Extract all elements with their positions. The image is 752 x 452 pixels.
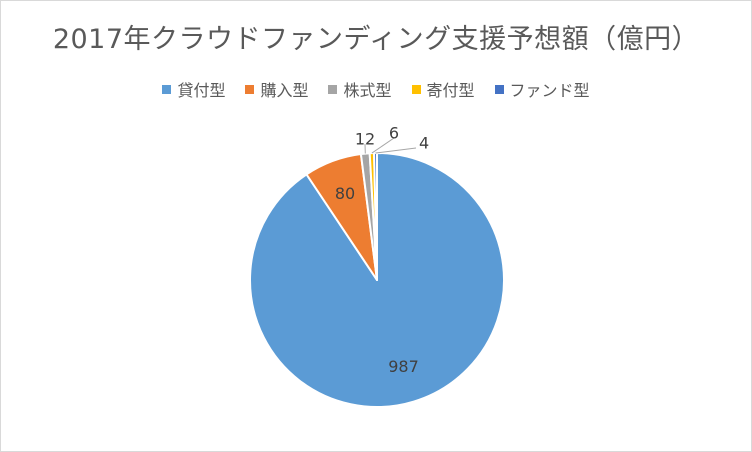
legend-swatch [245,84,255,94]
legend-label: 購入型 [260,81,309,100]
legend-label: 株式型 [343,81,392,100]
data-label: 80 [335,184,355,203]
legend-swatch [411,84,421,94]
legend-item: 寄付型 [411,77,475,101]
legend-swatch [328,84,338,94]
legend-swatch [162,84,172,94]
leader-line [371,137,395,154]
legend-label: ファンド型 [509,81,590,100]
legend-label: 貸付型 [177,81,226,100]
data-label: 4 [419,134,429,153]
legend-item: ファンド型 [494,77,590,101]
legend: 貸付型 購入型 株式型 寄付型 ファンド型 [1,77,751,101]
legend-swatch [494,84,504,94]
legend-item: 購入型 [245,77,308,101]
chart-title: 2017年クラウドファンディング支援予想額（億円） [52,24,700,55]
leader-line [375,147,417,154]
legend-item: 貸付型 [162,77,225,101]
data-label: 12 [355,130,375,149]
legend-label: 寄付型 [426,81,475,100]
data-label: 6 [389,124,399,143]
data-label: 987 [388,357,419,376]
legend-item: 株式型 [328,77,392,101]
